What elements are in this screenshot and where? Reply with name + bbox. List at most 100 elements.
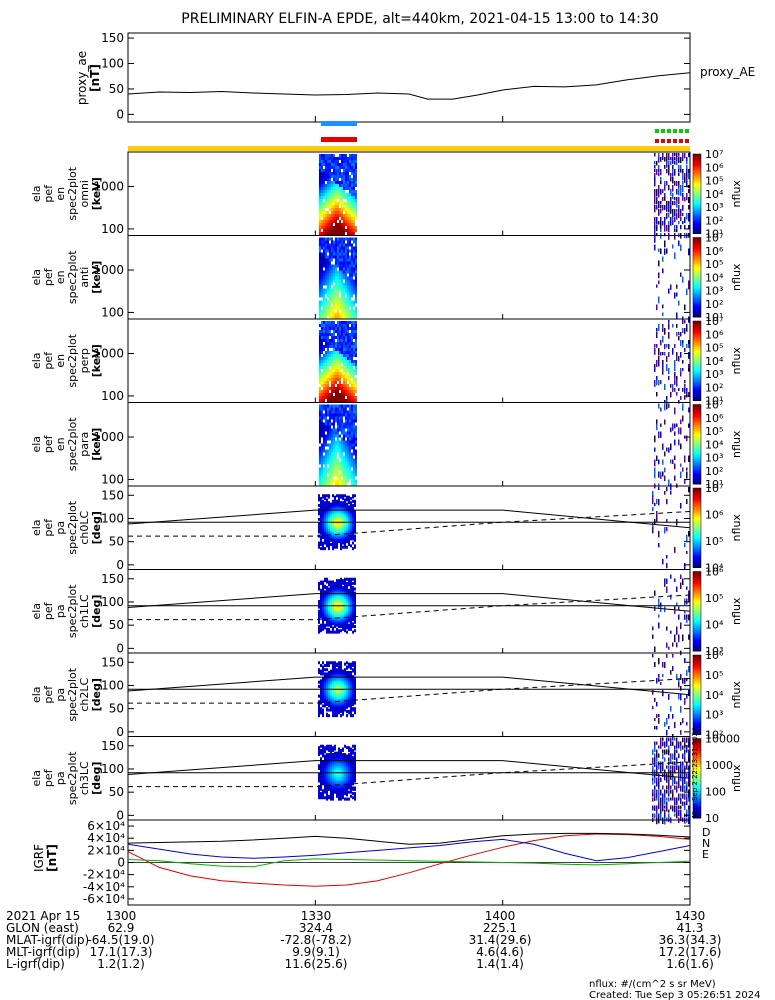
- pitch-angle-spectrogram-3-pixel: [678, 678, 680, 684]
- energy-spectrogram-2-colorbar-cell: [693, 293, 701, 296]
- pitch-angle-spectrogram-3-colorbar-cell: [693, 682, 701, 686]
- energy-spectrogram-2-pixel: [331, 258, 333, 262]
- energy-spectrogram-4-pixel: [660, 423, 662, 427]
- energy-spectrogram-1-pixel: [337, 172, 339, 175]
- energy-spectrogram-3-pixel: [349, 399, 351, 402]
- energy-spectrogram-1-pixel: [327, 232, 329, 235]
- energy-spectrogram-1-pixel: [329, 199, 331, 202]
- energy-spectrogram-4-pixel: [321, 419, 323, 423]
- energy-spectrogram-4-pixel: [347, 464, 349, 468]
- energy-spectrogram-2-pixel: [325, 282, 327, 286]
- energy-spectrogram-1-pixel: [351, 217, 353, 220]
- energy-spectrogram-2-pixel: [662, 268, 664, 274]
- pitch-angle-spectrogram-3-pixel: [688, 690, 690, 696]
- energy-spectrogram-4-pixel: [321, 443, 323, 447]
- pitch-angle-spectrogram-1-pixel: [348, 495, 350, 499]
- energy-spectrogram-1-pixel: [686, 193, 688, 200]
- energy-spectrogram-1-pixel: [347, 181, 349, 184]
- energy-spectrogram-3-pixel: [666, 400, 668, 407]
- pitch-angle-spectrogram-4-pixel: [324, 754, 326, 758]
- energy-spectrogram-3-pixel: [668, 368, 670, 375]
- pitch-angle-spectrogram-2-colorbar-cell: [693, 633, 701, 636]
- energy-spectrogram-2-pixel: [337, 264, 339, 268]
- energy-spectrogram-4-pixel: [345, 410, 347, 414]
- energy-spectrogram-4-pixel: [335, 440, 337, 444]
- pitch-angle-spectrogram-4-pixel: [324, 796, 326, 800]
- pitch-angle-spectrogram-2-pixel: [342, 579, 344, 583]
- energy-spectrogram-2-pixel: [319, 270, 321, 274]
- energy-spectrogram-3-pixel: [337, 345, 339, 348]
- energy-spectrogram-1-pixel: [323, 196, 325, 199]
- energy-spectrogram-2-colorbar-cell: [693, 277, 701, 280]
- energy-spectrogram-4-pixel: [670, 443, 672, 451]
- energy-spectrogram-3-pixel: [341, 321, 343, 324]
- energy-spectrogram-1-pixel: [666, 161, 668, 168]
- ae-ytick-label: 50: [109, 82, 124, 96]
- pitch-angle-spectrogram-2-pixel: [352, 593, 354, 597]
- pitch-angle-spectrogram-2-ylabel: spec2plot: [66, 584, 79, 638]
- energy-spectrogram-4-pixel: [319, 479, 321, 483]
- energy-spectrogram-3-colorbar-cell: [693, 322, 701, 326]
- energy-spectrogram-1-pixel: [341, 190, 343, 193]
- energy-spectrogram-4-pixel: [333, 404, 335, 408]
- energy-spectrogram-2-colorbar-tick-label: 10⁵: [705, 258, 723, 271]
- energy-spectrogram-2-pixel: [353, 255, 355, 259]
- energy-spectrogram-4-pixel: [345, 461, 347, 465]
- energy-spectrogram-1-pixel: [341, 205, 343, 208]
- energy-spectrogram-1-pixel: [658, 205, 660, 209]
- pitch-angle-spectrogram-3-colorbar-cell: [693, 662, 701, 666]
- pitch-angle-spectrogram-2-ytick-label: 50: [109, 618, 124, 632]
- energy-spectrogram-1-pixel: [686, 181, 688, 188]
- energy-spectrogram-1-pixel: [327, 214, 329, 217]
- energy-spectrogram-1-pixel: [676, 225, 678, 229]
- energy-spectrogram-4-pixel: [351, 431, 353, 435]
- energy-spectrogram-1-pixel: [343, 187, 345, 190]
- energy-spectrogram-1-pixel: [341, 193, 343, 196]
- energy-spectrogram-1-pixel: [343, 196, 345, 199]
- energy-spectrogram-2-pixel: [355, 255, 357, 259]
- energy-spectrogram-2-pixel: [341, 249, 343, 253]
- energy-spectrogram-3-pixel: [339, 387, 341, 390]
- energy-spectrogram-1-pixel: [341, 196, 343, 199]
- energy-spectrogram-1-pixel: [660, 217, 662, 223]
- energy-spectrogram-2-pixel: [355, 312, 357, 316]
- energy-spectrogram-2-pixel: [319, 303, 321, 307]
- energy-spectrogram-2-pixel: [351, 312, 353, 316]
- energy-spectrogram-4-pixel: [351, 443, 353, 447]
- energy-spectrogram-3-pixel: [656, 360, 658, 367]
- energy-spectrogram-1-pixel: [351, 154, 353, 157]
- pitch-angle-spectrogram-2-ytick-label: 0: [116, 641, 124, 655]
- energy-spectrogram-4-pixel: [319, 437, 321, 441]
- energy-spectrogram-2-pixel: [351, 300, 353, 304]
- energy-spectrogram-1-ylabel: en: [54, 187, 67, 201]
- pitch-angle-spectrogram-2-pixel: [330, 586, 332, 590]
- energy-spectrogram-3-pixel: [331, 342, 333, 345]
- pitch-angle-spectrogram-3-ytick-label: 50: [109, 702, 124, 716]
- energy-spectrogram-4-pixel: [319, 419, 321, 423]
- energy-spectrogram-4-pixel: [349, 431, 351, 435]
- pitch-angle-spectrogram-3-colorbar-cell: [693, 655, 701, 658]
- energy-spectrogram-4-pixel: [343, 461, 345, 465]
- pitch-angle-spectrogram-3-colorbar-cell: [693, 664, 701, 668]
- energy-spectrogram-1-pixel: [341, 157, 343, 160]
- pitch-angle-spectrogram-2-pixel: [686, 614, 688, 620]
- energy-spectrogram-4-pixel: [347, 404, 349, 408]
- energy-spectrogram-2-pixel: [345, 312, 347, 316]
- energy-spectrogram-3-pixel: [355, 390, 357, 393]
- energy-spectrogram-2-pixel: [319, 276, 321, 280]
- energy-spectrogram-4-pixel: [331, 464, 333, 468]
- energy-spectrogram-2-colorbar-tick-label: 10³: [705, 285, 723, 298]
- energy-spectrogram-3-pixel: [355, 330, 357, 333]
- energy-spectrogram-2-pixel: [353, 270, 355, 274]
- energy-spectrogram-4-pixel: [680, 419, 682, 425]
- energy-spectrogram-1-pixel: [329, 208, 331, 211]
- pitch-angle-spectrogram-2-pixel: [674, 610, 676, 614]
- energy-spectrogram-2-pixel: [319, 300, 321, 304]
- energy-spectrogram-1-pixel: [321, 205, 323, 208]
- energy-spectrogram-4-pixel: [321, 470, 323, 474]
- pitch-angle-spectrogram-1-pixel: [320, 540, 322, 544]
- energy-spectrogram-3-pixel: [327, 327, 329, 330]
- energy-spectrogram-2-pixel: [347, 249, 349, 253]
- pitch-angle-spectrogram-1-colorbar-cell: [693, 555, 701, 559]
- pitch-angle-spectrogram-2-pixel: [344, 580, 346, 584]
